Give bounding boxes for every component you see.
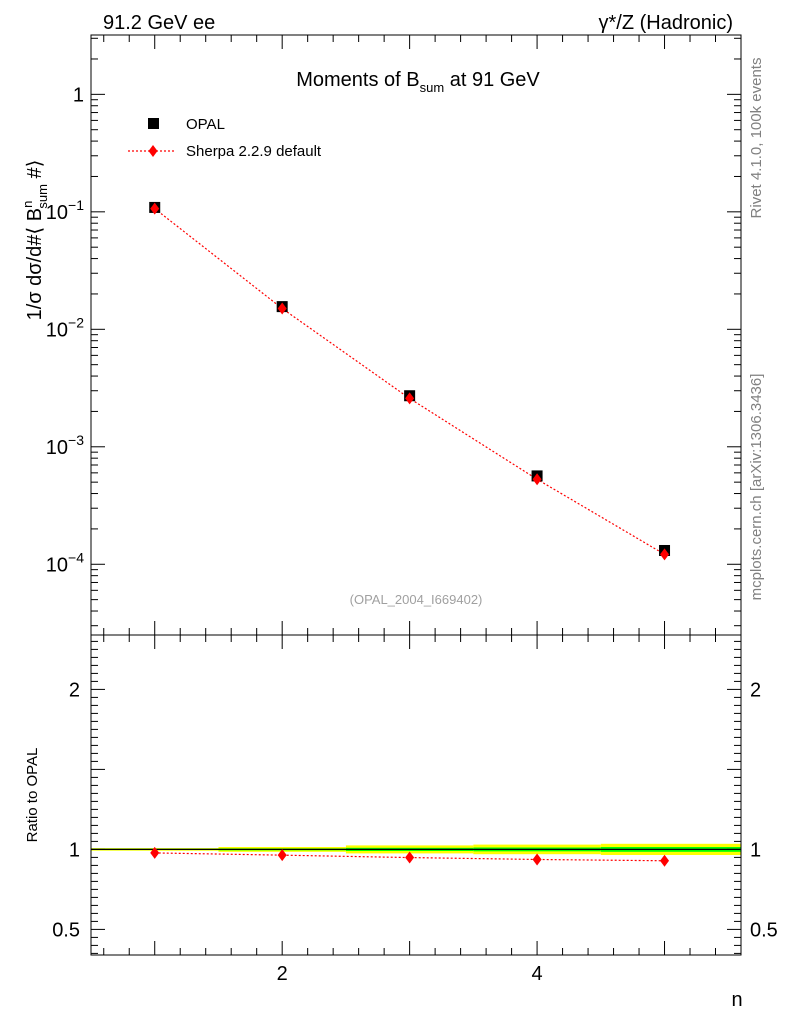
tick-label-base: 10 [46,554,68,576]
sherpa-data-point [150,202,160,215]
title-part-2: at 91 GeV [444,69,540,91]
mcplots-label: mcplots.cern.ch [arXiv:1306.3436] [748,374,765,601]
tick-label-exponent: −2 [68,314,84,330]
rivet-label: Rivet 4.1.0, 100k events [748,58,765,219]
legend: OPAL Sherpa 2.2.9 default [128,116,322,160]
main-panel: 10−410−310−210−11 Moments of Bsum at 91 … [20,34,742,636]
legend-sherpa-label: Sherpa 2.2.9 default [186,143,322,160]
ylabel-sup: n [20,201,35,208]
ratio-sherpa-point [150,846,160,859]
x-tick-label: 2 [277,963,288,985]
x-tick-label: 4 [532,963,543,985]
ratio-y-tick-label-right: 0.5 [750,919,778,941]
legend-opal-marker [148,118,159,129]
ratio-y-tick-label-right: 2 [750,679,761,701]
ratio-sherpa-point [405,851,415,864]
ratio-y-tick-label-left: 0.5 [52,919,80,941]
tick-label-base: 10 [46,319,68,341]
x-axis-label: n [731,989,742,1011]
ratio-frame [90,634,742,956]
tick-label-exponent: −3 [68,432,84,448]
header-right: γ*/Z (Hadronic) [599,12,733,34]
ylabel-sub: sum [35,184,50,209]
tick-label-base: 10 [46,437,68,459]
main-ylabel-text: 1/σ dσ/d#⟨ Bnsum #⟩ [20,160,50,321]
ratio-sherpa-point [277,849,287,862]
main-y-tick-label: 10−1 [46,197,84,224]
ratio-y-tick-label-left: 2 [69,679,80,701]
title-part-1: Moments of B [296,69,419,91]
legend-sherpa-marker [148,145,158,157]
tick-label-base: 10 [46,202,68,224]
ratio-sherpa-point [532,853,542,866]
ratio-sherpa-point [660,854,670,867]
sherpa-data-point [532,473,542,486]
sherpa-data-point [277,302,287,315]
ratio-sherpa-line [154,852,665,862]
tick-label-exponent: −1 [68,197,84,213]
ratio-y-tick-label-right: 1 [750,839,761,861]
sherpa-data-point [660,548,670,561]
main-y-tick-label: 10−4 [46,549,84,576]
tick-label-exponent: −4 [68,549,84,565]
analysis-watermark: (OPAL_2004_I669402) [350,592,483,607]
main-y-tick-label: 10−3 [46,432,84,459]
legend-opal-label: OPAL [186,116,225,133]
sherpa-data-point [405,392,415,405]
ratio-ylabel: Ratio to OPAL [24,748,41,843]
chart-title: Moments of Bsum at 91 GeV [296,69,540,95]
ratio-y-tick-label-left: 1 [69,839,80,861]
main-ylabel: 1/σ dσ/d#⟨ Bnsum #⟩ [20,160,50,321]
main-y-tick-label: 10−2 [46,314,84,341]
title-sub: sum [420,80,445,95]
ylabel-end: #⟩ [24,160,46,184]
ratio-panel: 2 4 0.5 0.5 1 1 2 2 Ratio to OPAL [24,634,778,985]
header-left: 91.2 GeV ee [103,12,215,34]
sherpa-line [154,208,665,555]
main-y-tick-label: 1 [73,84,84,106]
